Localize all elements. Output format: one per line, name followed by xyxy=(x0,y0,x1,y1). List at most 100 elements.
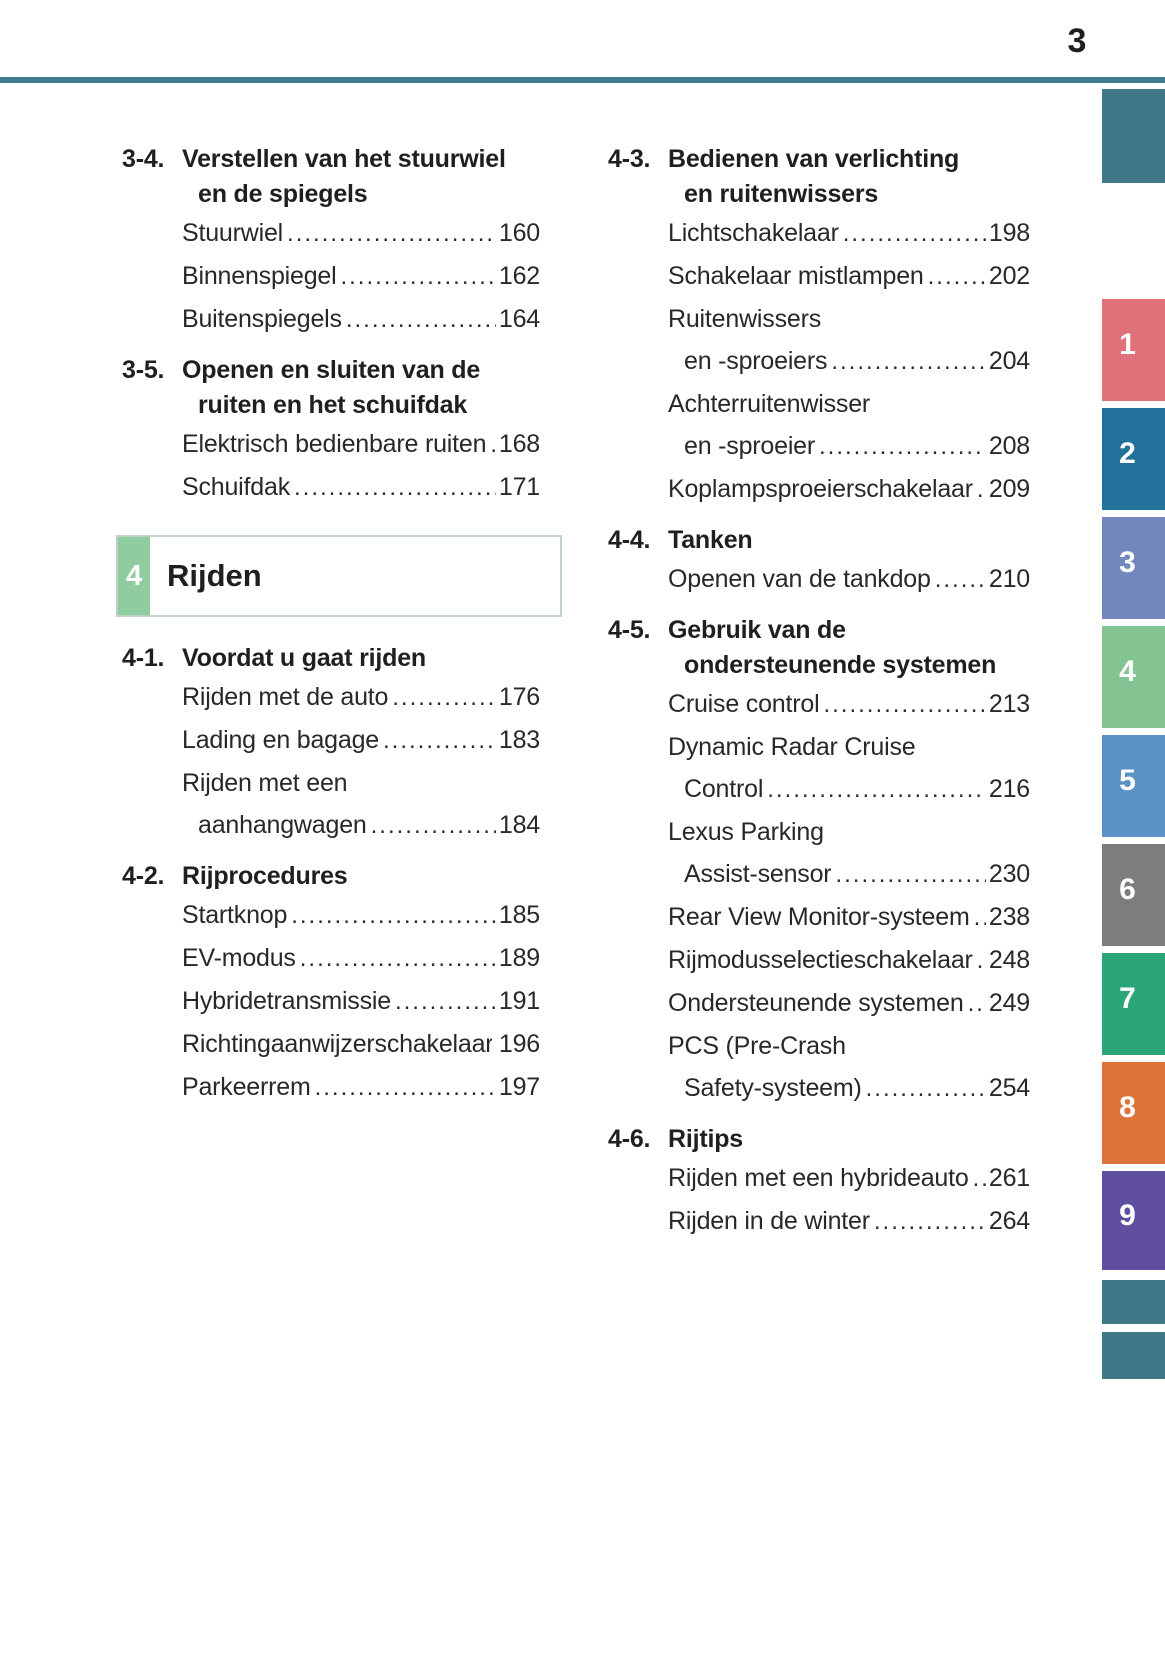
toc-item: Stuurwiel 160 xyxy=(122,212,540,255)
sidebar-tab-6: 6 xyxy=(1102,844,1165,946)
sidebar-tab-label: 3 xyxy=(1119,546,1136,579)
toc-item-page: 184 xyxy=(498,811,540,839)
toc-item: Koplampsproeierschakelaar 209 xyxy=(608,468,1030,511)
toc-item-label: Parkeerrem xyxy=(182,1073,311,1101)
toc-item: EV-modus 189 xyxy=(122,937,540,980)
toc-item-label: Assist-sensor xyxy=(684,860,832,888)
toc-item-label: Schakelaar mistlampen xyxy=(668,262,924,290)
section-title: Bedienen van verlichting en ruitenwisser… xyxy=(668,145,960,208)
toc-item-page: 176 xyxy=(498,683,540,711)
toc-column-left: 3-4. Verstellen van het stuurwiel en de … xyxy=(116,142,562,1109)
toc-item: Cruise control 213 xyxy=(608,683,1030,726)
toc-item: Binnenspiegel 162 xyxy=(122,255,540,298)
toc-item: Ondersteunende systemen 249 xyxy=(608,982,1030,1025)
toc-item: Hybridetransmissie 191 xyxy=(122,980,540,1023)
toc-column-right: 4-3. Bedienen van verlichting en ruitenw… xyxy=(608,142,1030,1243)
sidebar-tab-2: 2 xyxy=(1102,408,1165,510)
toc-item-label: en -sproeier xyxy=(684,432,815,460)
dot-leader xyxy=(371,804,496,847)
toc-item-page: 261 xyxy=(988,1164,1030,1192)
dot-leader xyxy=(315,1066,496,1109)
toc-item-label: Dynamic Radar Cruise xyxy=(668,733,916,761)
dot-leader xyxy=(490,423,496,466)
toc-item-label: Richtingaanwijzerschakelaar xyxy=(182,1030,492,1058)
toc-item: Ruitenwissers en -sproeiers 204 xyxy=(608,298,1030,383)
dot-leader xyxy=(767,768,986,811)
toc-section-4-3: 4-3. Bedienen van verlichting en ruitenw… xyxy=(608,142,1030,212)
toc-item-page: 168 xyxy=(498,430,540,458)
toc-item: Achterruitenwisser en -sproeier 208 xyxy=(608,383,1030,468)
toc-item-label: en -sproeiers xyxy=(684,347,828,375)
toc-item-page: 196 xyxy=(498,1030,540,1058)
toc-section-4-5: 4-5. Gebruik van de ondersteunende syste… xyxy=(608,613,1030,683)
toc-item: Lexus Parking Assist-sensor 230 xyxy=(608,811,1030,896)
toc-item-label: Lichtschakelaar xyxy=(668,219,839,247)
sidebar-tab-7: 7 xyxy=(1102,953,1165,1055)
toc-item-label: Cruise control xyxy=(668,690,820,718)
toc-item-page: 185 xyxy=(498,901,540,929)
dot-leader xyxy=(395,980,496,1023)
toc-item-page: 204 xyxy=(988,347,1030,375)
sidebar-tab-label: 1 xyxy=(1119,328,1136,361)
dot-leader xyxy=(977,468,986,511)
toc-item-page: 197 xyxy=(498,1073,540,1101)
sidebar-tab-4: 4 xyxy=(1102,626,1165,728)
section-number: 4-4. xyxy=(608,526,651,554)
dot-leader xyxy=(874,1200,986,1243)
toc-item: Lading en bagage 183 xyxy=(122,719,540,762)
dot-leader xyxy=(291,894,496,937)
toc-item: Dynamic Radar Cruise Control 216 xyxy=(608,726,1030,811)
toc-item-page: 254 xyxy=(988,1074,1030,1102)
toc-section-3-5: 3-5. Openen en sluiten van de ruiten en … xyxy=(122,353,540,423)
dot-leader xyxy=(935,558,986,601)
toc-item-label: Control xyxy=(684,775,764,803)
toc-item: Elektrisch bedienbare ruiten 168 xyxy=(122,423,540,466)
sidebar-tab-1: 1 xyxy=(1102,299,1165,401)
section-title: Gebruik van de ondersteunende systemen xyxy=(668,616,997,679)
sidebar-tab-label: 4 xyxy=(1119,655,1136,688)
section-title: Tanken xyxy=(668,526,753,554)
toc-item-label: Rijden met een xyxy=(182,769,348,797)
toc-item-page: 171 xyxy=(498,473,540,501)
toc-item-label: Rijden met de auto xyxy=(182,683,389,711)
sidebar-tab-bottom-2 xyxy=(1102,1332,1165,1379)
toc-item-label: Ruitenwissers xyxy=(668,305,822,333)
dot-leader xyxy=(294,466,496,509)
dot-leader xyxy=(973,1157,986,1200)
toc-item-label: Stuurwiel xyxy=(182,219,284,247)
header-rule xyxy=(0,77,1165,83)
dot-leader xyxy=(823,683,985,726)
toc-item-page: 164 xyxy=(498,305,540,333)
toc-section-4-2: 4-2. Rijprocedures xyxy=(122,859,540,894)
section-number: 3-4. xyxy=(122,145,165,173)
toc-item: Schuifdak 171 xyxy=(122,466,540,509)
toc-item-label: Ondersteunende systemen xyxy=(668,989,964,1017)
toc-item-page: 189 xyxy=(498,944,540,972)
dot-leader xyxy=(968,982,986,1025)
toc-item-label: Rijden met een hybrideauto xyxy=(668,1164,969,1192)
sidebar-tab-bottom-1 xyxy=(1102,1280,1165,1324)
dot-leader xyxy=(287,212,496,255)
section-number: 4-3. xyxy=(608,145,651,173)
page-number: 3 xyxy=(1067,22,1087,60)
section-title: Verstellen van het stuurwiel en de spieg… xyxy=(182,145,506,208)
toc-item: Rear View Monitor-systeem 238 xyxy=(608,896,1030,939)
toc-section-4-4: 4-4. Tanken xyxy=(608,523,1030,558)
dot-leader xyxy=(383,719,496,762)
section-number: 4-6. xyxy=(608,1125,651,1153)
sidebar-tab-5: 5 xyxy=(1102,735,1165,837)
dot-leader xyxy=(831,340,986,383)
toc-item-page: 230 xyxy=(988,860,1030,888)
chapter-number: 4 xyxy=(118,537,150,615)
dot-leader xyxy=(340,255,495,298)
toc-item-page: 213 xyxy=(988,690,1030,718)
toc-item-label: Startknop xyxy=(182,901,288,929)
toc-section-4-6: 4-6. Rijtips xyxy=(608,1122,1030,1157)
toc-item-page: 249 xyxy=(988,989,1030,1017)
sidebar-tab-label: 7 xyxy=(1119,982,1136,1015)
toc-item-page: 248 xyxy=(988,946,1030,974)
toc-item-label: Openen van de tankdop xyxy=(668,565,931,593)
section-number: 3-5. xyxy=(122,356,165,384)
toc-item-label: Achterruitenwisser xyxy=(668,390,871,418)
